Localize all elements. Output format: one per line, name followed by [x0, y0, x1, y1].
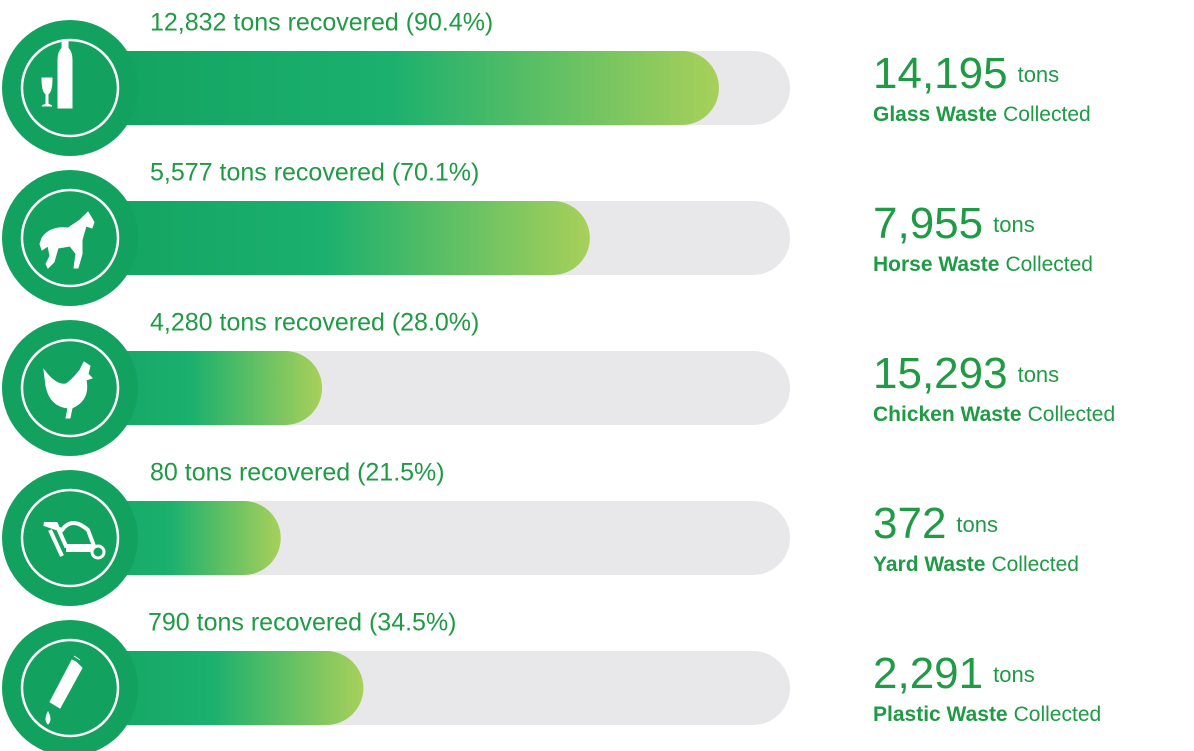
collected-number: 14,195 [873, 49, 1008, 98]
suffix: Collected [991, 553, 1079, 576]
category-line: Yard Waste Collected [873, 553, 1079, 576]
category: Plastic Waste [873, 703, 1008, 726]
suffix: Collected [1014, 703, 1102, 726]
icon-ring [20, 488, 120, 588]
unit: tons [993, 212, 1035, 237]
collected-number: 15,293 [873, 349, 1008, 398]
collected-number: 7,955 [873, 199, 983, 248]
icon-ring [20, 638, 120, 738]
category: Horse Waste [873, 253, 999, 276]
icon [45, 655, 83, 725]
collected-total: 372 tons [873, 499, 998, 548]
category-line: Plastic Waste Collected [873, 703, 1101, 726]
collected-total: 15,293 tons [873, 349, 1059, 398]
suffix: Collected [1003, 103, 1091, 126]
value-label: 12,832 tons recovered (90.4%) [150, 9, 493, 37]
icon [43, 361, 93, 419]
value-label: 790 tons recovered (34.5%) [148, 609, 457, 637]
collected-total: 2,291 tons [873, 649, 1035, 698]
category: Glass Waste [873, 103, 997, 126]
value-label: 4,280 tons recovered (28.0%) [150, 309, 479, 337]
category-line: Glass Waste Collected [873, 103, 1091, 126]
icon-ring [20, 188, 120, 288]
icon-ring [20, 38, 120, 138]
icon-ring [20, 338, 120, 438]
collected-number: 372 [873, 499, 946, 548]
icon [41, 39, 73, 109]
bar [60, 201, 590, 275]
value-label: 80 tons recovered (21.5%) [150, 459, 445, 487]
icon [39, 211, 95, 269]
category-line: Chicken Waste Collected [873, 403, 1115, 426]
unit: tons [956, 512, 998, 537]
category: Chicken Waste [873, 403, 1022, 426]
category-line: Horse Waste Collected [873, 253, 1093, 276]
icon [90, 544, 106, 560]
collected-number: 2,291 [873, 649, 983, 698]
unit: tons [993, 662, 1035, 687]
collected-total: 7,955 tons [873, 199, 1035, 248]
suffix: Collected [1005, 253, 1093, 276]
bar [60, 651, 364, 725]
suffix: Collected [1028, 403, 1116, 426]
unit: tons [1018, 62, 1060, 87]
bar [60, 51, 719, 125]
unit: tons [1018, 362, 1060, 387]
icon [43, 521, 97, 557]
value-label: 5,577 tons recovered (70.1%) [150, 159, 479, 187]
category: Yard Waste [873, 553, 985, 576]
collected-total: 14,195 tons [873, 49, 1059, 98]
